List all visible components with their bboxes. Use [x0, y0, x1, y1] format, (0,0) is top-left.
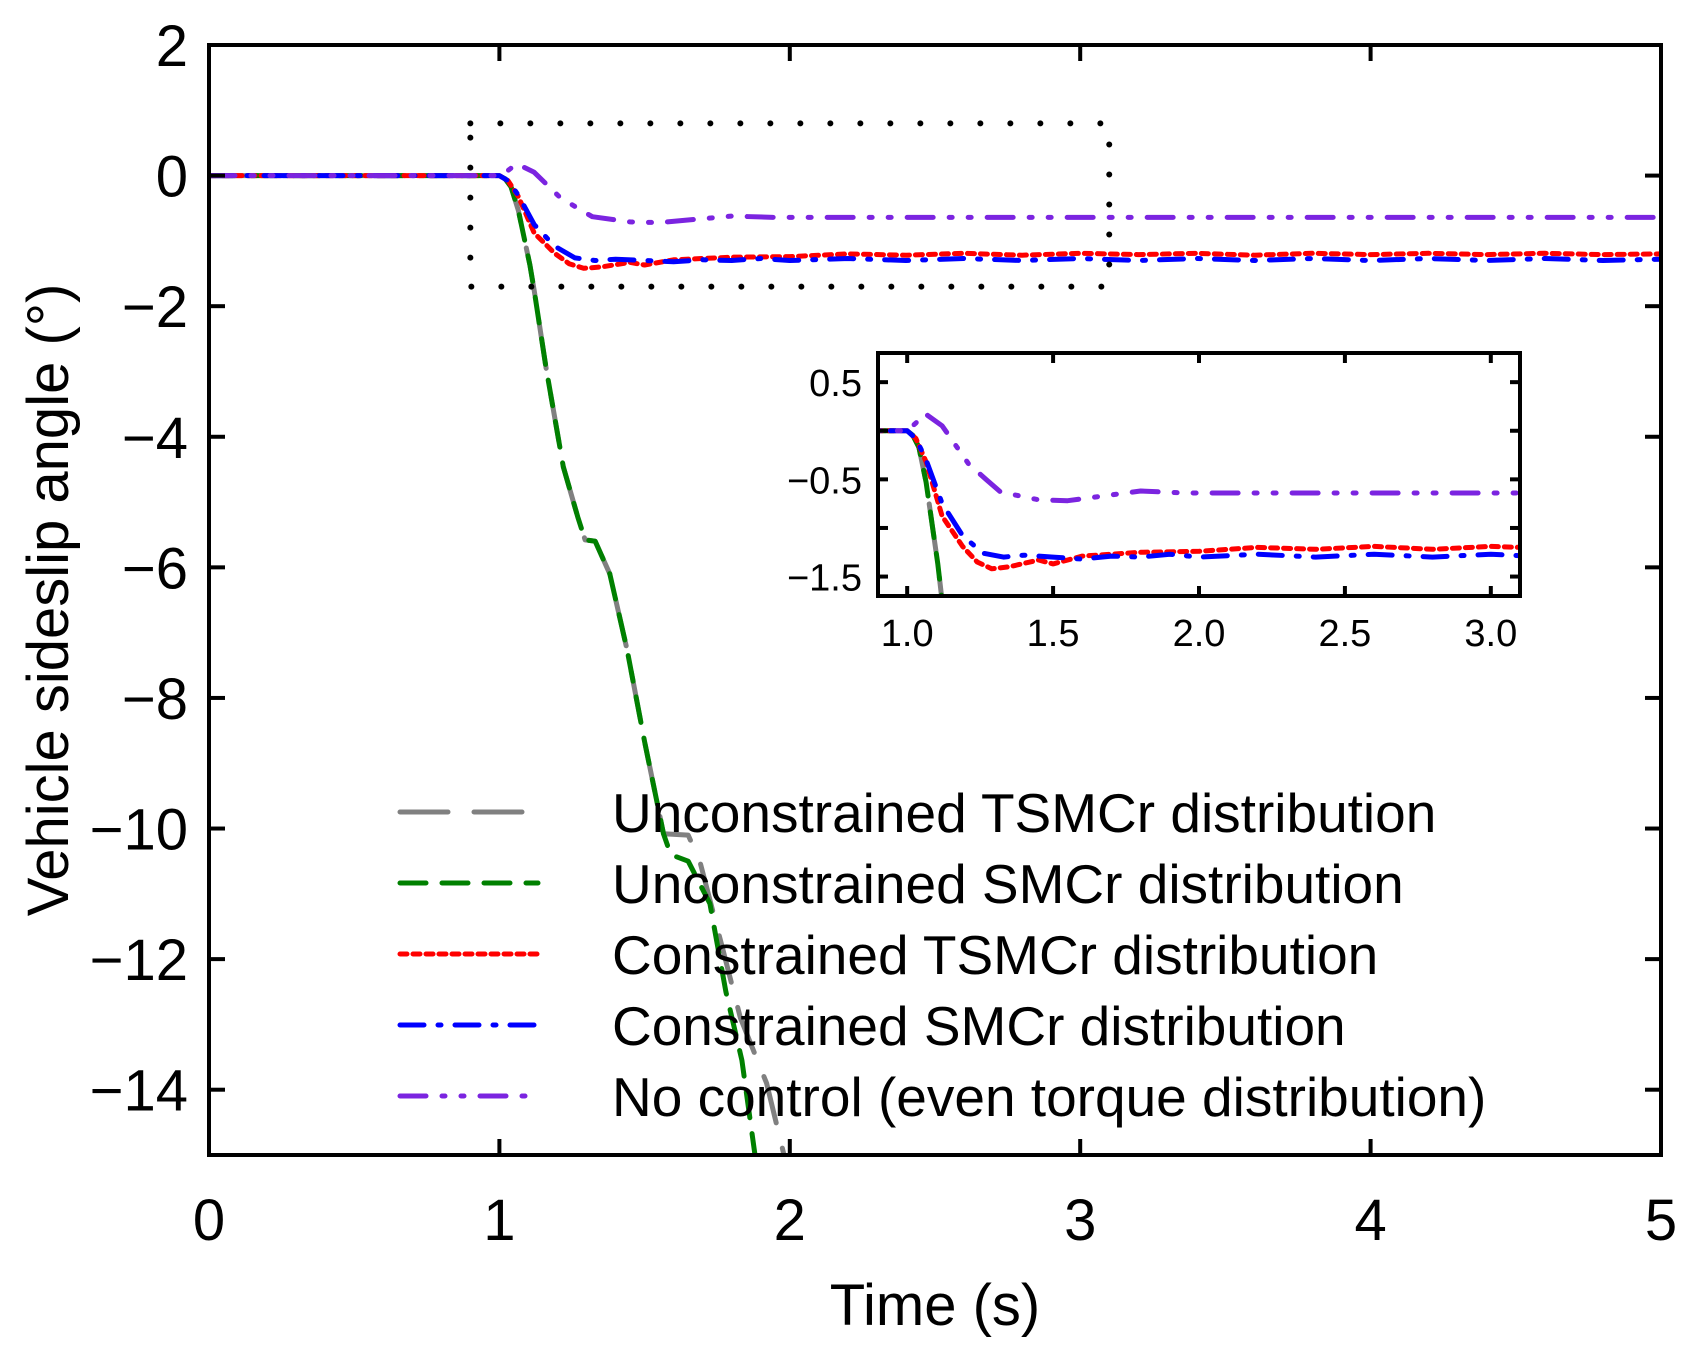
inset-series-group	[878, 410, 1520, 596]
x-tick-label: 2	[774, 1188, 806, 1253]
series-line-unconstrained-smcr-distribution	[209, 173, 758, 1155]
x-tick-label: 3	[1064, 1188, 1096, 1253]
inset-y-tick-labels: 0.5 −0.5 −1.5	[787, 363, 862, 599]
x-tick-label: 0	[193, 1188, 225, 1253]
x-axis-title: Time (s)	[830, 1273, 1040, 1338]
y-tick-label: −8	[122, 667, 188, 732]
y-tick-label: 2	[156, 14, 188, 79]
series-line-constrained-tsmcr-distribution	[209, 173, 1661, 271]
y-tick-labels: 2 0 −2 −4 −6 −8 −10 −12 −14	[90, 14, 188, 1124]
inset-ticks	[878, 353, 1520, 596]
inset-y-tick-label: 0.5	[809, 363, 862, 405]
inset-x-tick-label: 3.0	[1464, 613, 1517, 655]
legend-label: No control (even torque distribution)	[612, 1066, 1486, 1128]
x-tick-label: 5	[1645, 1188, 1677, 1253]
y-tick-label: 0	[156, 145, 188, 210]
inset-series-line-no-control-even-torque-distribution	[878, 410, 1520, 504]
y-tick-label: −2	[122, 275, 188, 340]
inset-x-tick-label: 1.0	[881, 613, 934, 655]
y-tick-label: −10	[90, 798, 188, 863]
inset-x-tick-labels: 1.0 1.5 2.0 2.5 3.0	[881, 613, 1517, 655]
inset-series-line-unconstrained-smcr-distribution	[878, 428, 945, 596]
legend-label: Constrained TSMCr distribution	[612, 924, 1378, 986]
legend-label: Constrained SMCr distribution	[612, 995, 1346, 1057]
zoom-box-group	[467, 120, 1113, 290]
legend: Unconstrained TSMCr distribution Unconstr…	[397, 782, 1486, 1128]
zoom-region-box	[467, 120, 1113, 290]
plot-frame	[207, 43, 1663, 1157]
legend-item-unconstrained-smcr-distribution: Unconstrained SMCr distribution	[397, 853, 1404, 915]
y-tick-label: −6	[122, 536, 188, 601]
x-tick-label: 4	[1354, 1188, 1386, 1253]
x-tick-label: 1	[483, 1188, 515, 1253]
legend-item-constrained-smcr-distribution: Constrained SMCr distribution	[397, 995, 1346, 1057]
main-series-group	[209, 161, 1661, 1155]
inset-x-tick-label: 1.5	[1027, 613, 1080, 655]
y-axis-title: Vehicle sideslip angle (°)	[16, 284, 81, 917]
inset-x-tick-label: 2.0	[1173, 613, 1226, 655]
legend-label: Unconstrained SMCr distribution	[612, 853, 1404, 915]
x-tick-labels: 0 1 2 3 4 5	[193, 1188, 1677, 1253]
y-tick-label: −12	[90, 928, 188, 993]
y-tick-label: −14	[90, 1059, 188, 1124]
inset-series-line-constrained-smcr-distribution	[878, 428, 1520, 562]
series-line-no-control-even-torque-distribution	[209, 161, 1661, 226]
series-line-constrained-smcr-distribution	[209, 173, 1661, 265]
inset-y-tick-label: −1.5	[787, 558, 862, 600]
legend-item-unconstrained-tsmcr-distribution: Unconstrained TSMCr distribution	[397, 782, 1436, 844]
y-tick-label: −4	[122, 406, 188, 471]
inset-y-tick-label: −0.5	[787, 460, 862, 502]
main-ticks	[207, 43, 1663, 1155]
legend-item-constrained-tsmcr-distribution: Constrained TSMCr distribution	[397, 924, 1378, 986]
inset-series-line-constrained-tsmcr-distribution	[878, 428, 1520, 572]
inset-x-tick-label: 2.5	[1318, 613, 1371, 655]
legend-label: Unconstrained TSMCr distribution	[612, 782, 1436, 844]
legend-item-no-control-even-torque-distribution: No control (even torque distribution)	[397, 1066, 1486, 1128]
